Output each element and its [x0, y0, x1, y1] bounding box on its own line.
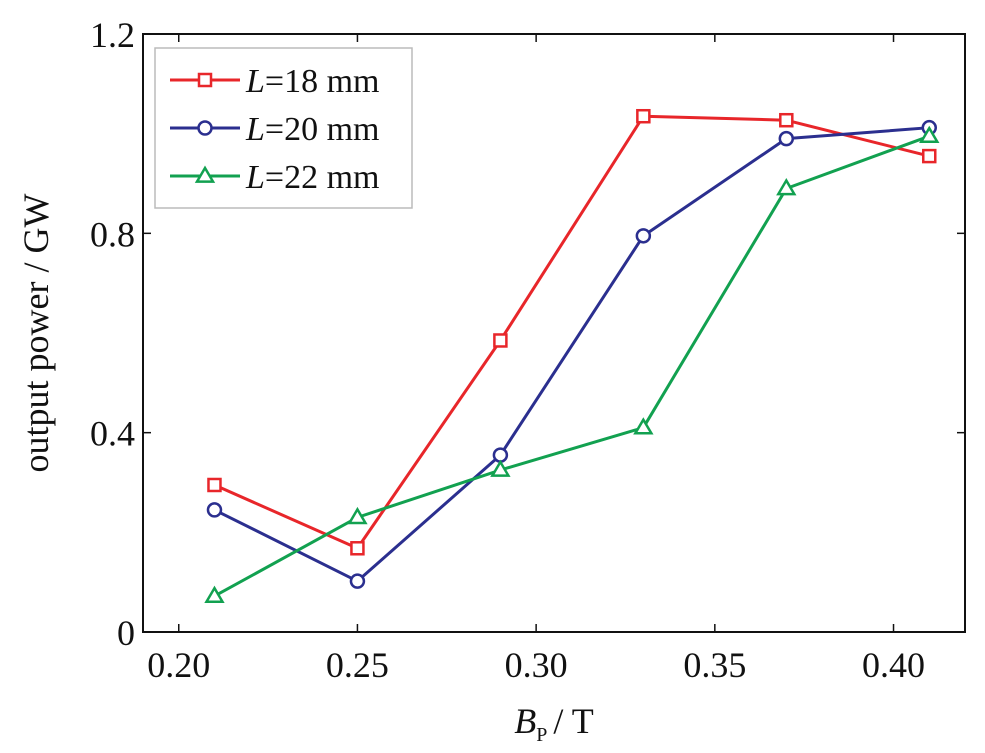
legend-marker: [194, 165, 216, 183]
data-point: [776, 178, 797, 196]
data-point: [204, 585, 225, 603]
legend-label: L=20 mm: [245, 111, 380, 148]
legend: L=18 mm L=20 mm L=22 mm: [154, 47, 413, 209]
y-tick-label: 0.8: [90, 214, 135, 254]
series-3: [204, 125, 940, 603]
y-tick-label: 0: [117, 613, 135, 653]
x-tick-label: 0.30: [505, 645, 568, 685]
y-axis-title: output power / GW: [16, 194, 56, 473]
x-axis-title-unit: / T: [553, 701, 593, 741]
data-point: [922, 148, 937, 164]
data-point: [919, 125, 940, 144]
data-point: [350, 541, 365, 556]
y-axis-ticks: 0 0.4 0.8 1.2: [90, 15, 965, 653]
series-line: [213, 134, 930, 598]
legend-marker: [197, 72, 213, 88]
data-point: [493, 333, 508, 348]
series-line: [213, 126, 930, 583]
x-axis-title-variable: B: [514, 701, 536, 741]
y-tick-label: 1.2: [90, 15, 135, 55]
data-point: [636, 108, 651, 124]
legend-label: L=22 mm: [245, 159, 380, 196]
legend-entry: L=22 mm: [170, 159, 380, 196]
data-point: [778, 130, 795, 147]
legend-entry: L=20 mm: [170, 111, 380, 148]
legend-label: L=18 mm: [245, 63, 380, 100]
x-tick-label: 0.20: [147, 645, 210, 685]
data-point: [633, 417, 654, 435]
legend-marker: [197, 120, 213, 136]
data-point: [779, 112, 794, 128]
data-point: [349, 573, 366, 589]
x-axis-title-subscript: P: [536, 724, 547, 746]
data-point: [635, 228, 652, 244]
x-tick-label: 0.35: [683, 645, 746, 685]
series-2: [206, 119, 938, 589]
data-point: [206, 502, 223, 518]
y-tick-label: 0.4: [90, 414, 135, 454]
data-point: [207, 477, 222, 493]
x-tick-label: 0.25: [326, 645, 389, 685]
data-point: [490, 459, 511, 477]
x-tick-label: 0.40: [862, 645, 925, 685]
series-1: [207, 108, 937, 556]
data-point: [347, 506, 368, 525]
series-line: [213, 114, 930, 550]
legend-entry: L=18 mm: [170, 63, 380, 100]
x-axis-title: BP / T: [514, 701, 593, 746]
x-axis-ticks: 0.20 0.25 0.30 0.35 0.40: [147, 34, 925, 685]
series-layer: [204, 108, 940, 603]
legend-entries: L=18 mm L=20 mm L=22 mm: [170, 63, 380, 196]
